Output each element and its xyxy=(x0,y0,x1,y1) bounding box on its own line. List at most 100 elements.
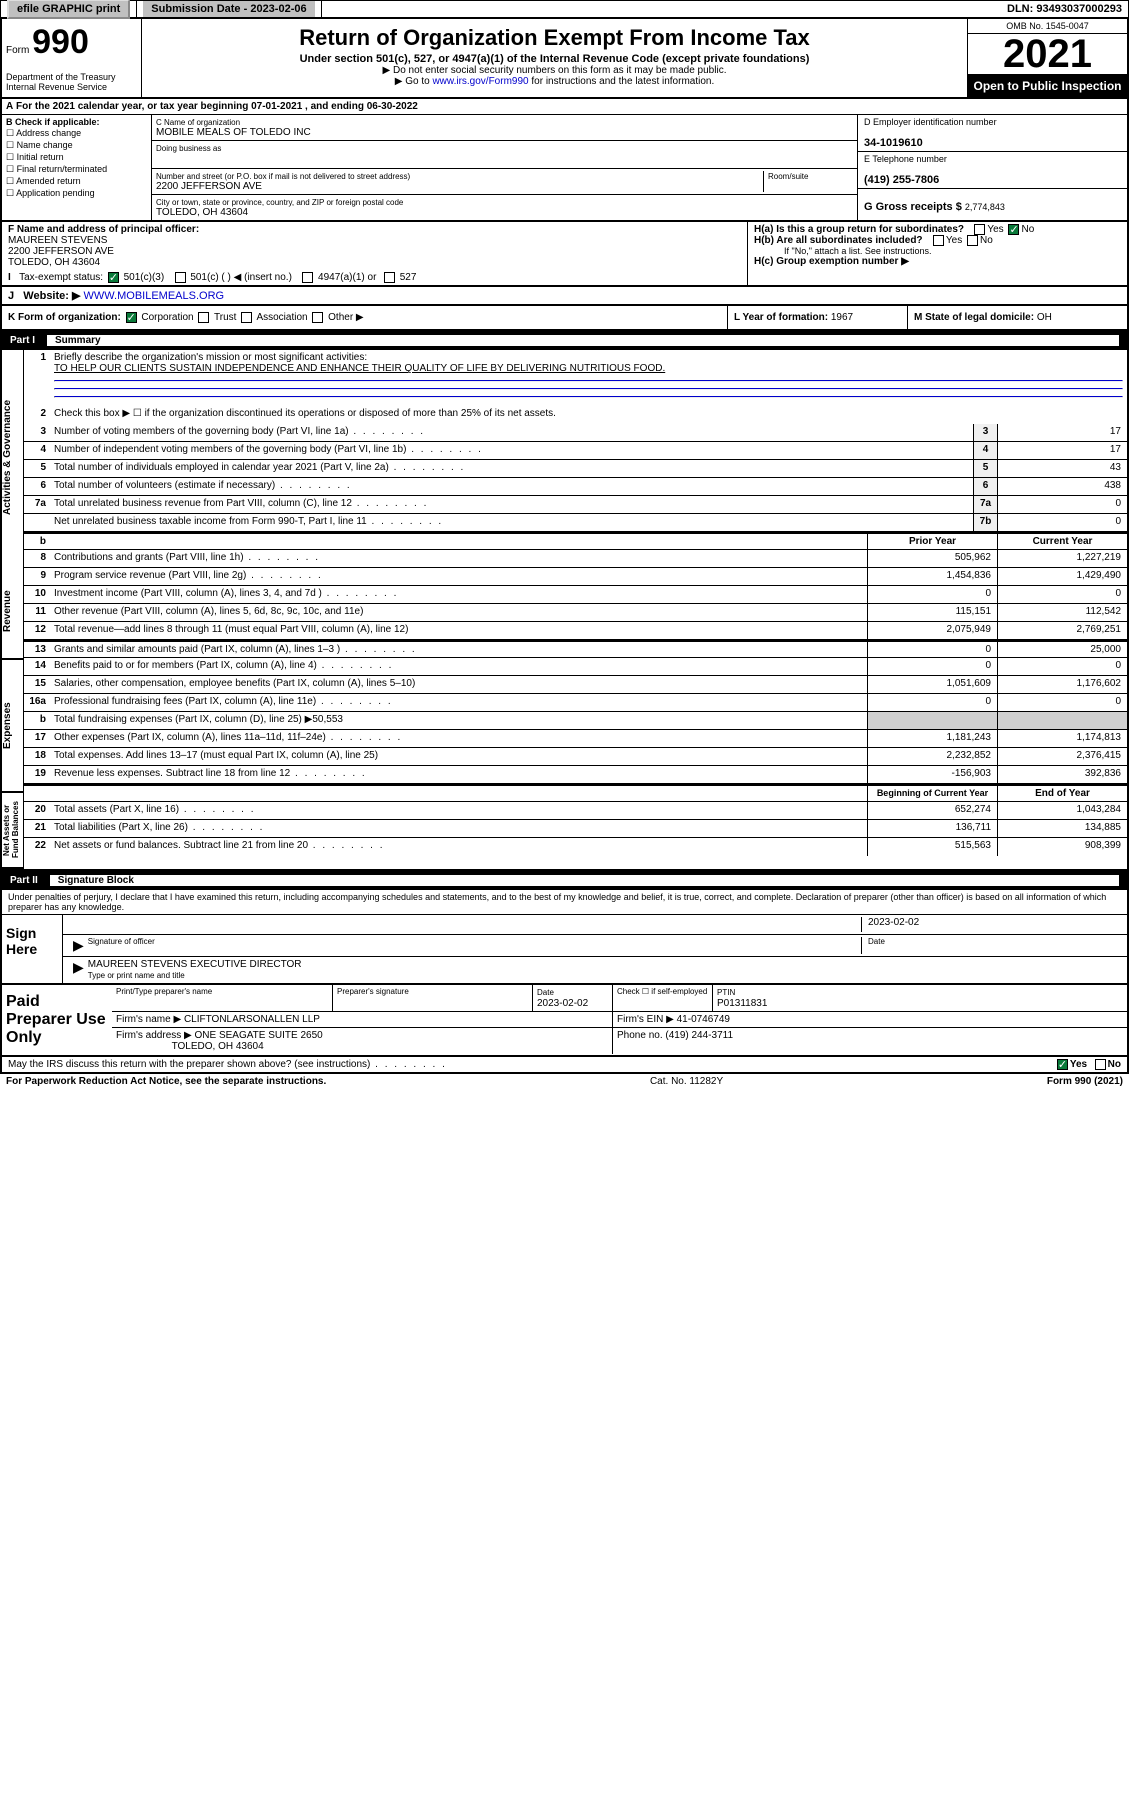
cb-address-change[interactable]: ☐ Address change xyxy=(6,128,147,139)
signature-block: Under penalties of perjury, I declare th… xyxy=(0,890,1129,985)
cb-final-return[interactable]: ☐ Final return/terminated xyxy=(6,164,147,175)
cat-no: Cat. No. 11282Y xyxy=(650,1076,723,1087)
prior-16a: 0 xyxy=(867,694,997,711)
ssn-warning: ▶ Do not enter social security numbers o… xyxy=(150,65,959,76)
prior-9: 1,454,836 xyxy=(867,568,997,585)
irs-link[interactable]: www.irs.gov/Form990 xyxy=(432,76,528,87)
val-6: 438 xyxy=(997,478,1127,495)
cb-ha-no[interactable] xyxy=(1008,224,1019,235)
cb-501c3[interactable] xyxy=(108,272,119,283)
prior-13: 0 xyxy=(867,642,997,657)
form-prefix: Form xyxy=(6,45,29,56)
line-a-tax-year: A For the 2021 calendar year, or tax yea… xyxy=(0,99,1129,115)
curr-19: 392,836 xyxy=(997,766,1127,783)
prior-15: 1,051,609 xyxy=(867,676,997,693)
cb-assoc[interactable] xyxy=(241,312,252,323)
cb-corp[interactable] xyxy=(126,312,137,323)
beg-20: 652,274 xyxy=(867,802,997,819)
vtab-revenue: Revenue xyxy=(2,565,24,660)
goto-line: ▶ Go to www.irs.gov/Form990 for instruct… xyxy=(150,76,959,87)
arrow-icon: ▶ xyxy=(69,959,88,981)
dln: DLN: 93493037000293 xyxy=(1001,1,1128,17)
cb-self-employed[interactable]: Check ☐ if self-employed xyxy=(612,985,712,1011)
open-to-public: Open to Public Inspection xyxy=(968,75,1127,97)
box-ha: H(a) Is this a group return for subordin… xyxy=(754,224,1121,235)
section-b-to-g: B Check if applicable: ☐ Address change … xyxy=(0,115,1129,222)
val-3: 17 xyxy=(997,424,1127,441)
curr-8: 1,227,219 xyxy=(997,550,1127,567)
cb-hb-yes[interactable] xyxy=(933,235,944,246)
vtab-net-assets: Net Assets or Fund Balances xyxy=(2,793,24,869)
cb-other[interactable] xyxy=(312,312,323,323)
vtab-expenses: Expenses xyxy=(2,660,24,793)
firm-name: CLIFTONLARSONALLEN LLP xyxy=(184,1014,320,1025)
firm-phone: (419) 244-3711 xyxy=(665,1030,733,1041)
cb-hb-no[interactable] xyxy=(967,235,978,246)
perjury-declaration: Under penalties of perjury, I declare th… xyxy=(2,890,1127,914)
city-state-zip: TOLEDO, OH 43604 xyxy=(156,207,248,218)
section-f-h: F Name and address of principal officer:… xyxy=(0,222,1129,287)
paid-preparer-block: Paid Preparer Use Only Print/Type prepar… xyxy=(0,985,1129,1057)
curr-12: 2,769,251 xyxy=(997,622,1127,639)
cb-amended[interactable]: ☐ Amended return xyxy=(6,176,147,187)
street-address: 2200 JEFFERSON AVE xyxy=(156,181,262,192)
cb-initial-return[interactable]: ☐ Initial return xyxy=(6,152,147,163)
val-4: 17 xyxy=(997,442,1127,459)
beg-21: 136,711 xyxy=(867,820,997,837)
box-d-e-g: D Employer identification number34-10196… xyxy=(857,115,1127,220)
end-20: 1,043,284 xyxy=(997,802,1127,819)
curr-17: 1,174,813 xyxy=(997,730,1127,747)
val-7a: 0 xyxy=(997,496,1127,513)
curr-16a: 0 xyxy=(997,694,1127,711)
cb-name-change[interactable]: ☐ Name change xyxy=(6,140,147,151)
cb-discuss-no[interactable] xyxy=(1095,1059,1106,1070)
end-21: 134,885 xyxy=(997,820,1127,837)
prior-8: 505,962 xyxy=(867,550,997,567)
vtab-governance: Activities & Governance xyxy=(2,350,24,565)
form-rev: Form 990 (2021) xyxy=(1047,1076,1123,1087)
spacer xyxy=(322,7,1001,11)
cb-501c[interactable] xyxy=(175,272,186,283)
form-header: Form 990 Department of the Treasury Inte… xyxy=(0,18,1129,99)
part-i-header: Part ISummary xyxy=(0,331,1129,350)
cb-4947[interactable] xyxy=(302,272,313,283)
cb-trust[interactable] xyxy=(198,312,209,323)
prior-12: 2,075,949 xyxy=(867,622,997,639)
beg-22: 515,563 xyxy=(867,838,997,856)
box-hc: H(c) Group exemption number ▶ xyxy=(754,256,1121,267)
curr-18: 2,376,415 xyxy=(997,748,1127,765)
curr-14: 0 xyxy=(997,658,1127,675)
firm-address: ONE SEAGATE SUITE 2650 xyxy=(195,1030,323,1041)
paid-preparer-label: Paid Preparer Use Only xyxy=(2,985,112,1055)
discuss-row: May the IRS discuss this return with the… xyxy=(0,1057,1129,1074)
curr-15: 1,176,602 xyxy=(997,676,1127,693)
officer-name-title: MAUREEN STEVENS EXECUTIVE DIRECTOR xyxy=(88,959,302,970)
efile-button[interactable]: efile GRAPHIC print xyxy=(1,1,137,17)
end-22: 908,399 xyxy=(997,838,1127,856)
sig-date: 2023-02-02 xyxy=(861,917,1121,932)
ein: 34-1019610 xyxy=(864,137,923,149)
cb-527[interactable] xyxy=(384,272,395,283)
telephone: (419) 255-7806 xyxy=(864,174,939,186)
cb-ha-yes[interactable] xyxy=(974,224,985,235)
submission-date: Submission Date - 2023-02-06 xyxy=(137,1,321,17)
form-subtitle: Under section 501(c), 527, or 4947(a)(1)… xyxy=(150,53,959,65)
curr-13: 25,000 xyxy=(997,642,1127,657)
top-bar: efile GRAPHIC print Submission Date - 20… xyxy=(0,0,1129,18)
box-f: F Name and address of principal officer:… xyxy=(8,224,741,268)
tax-year: 2021 xyxy=(968,34,1127,75)
state-domicile: OH xyxy=(1037,312,1052,323)
curr-11: 112,542 xyxy=(997,604,1127,621)
website-link[interactable]: WWW.MOBILEMEALS.ORG xyxy=(84,290,225,302)
form-number: 990 xyxy=(32,23,89,61)
dept-treasury: Department of the Treasury Internal Reve… xyxy=(6,72,137,92)
year-formation: 1967 xyxy=(831,312,853,323)
box-c: C Name of organizationMOBILE MEALS OF TO… xyxy=(152,115,857,220)
cb-discuss-yes[interactable] xyxy=(1057,1059,1068,1070)
ptin: P01311831 xyxy=(717,998,767,1009)
part-ii-header: Part IISignature Block xyxy=(0,871,1129,890)
cb-application-pending[interactable]: ☐ Application pending xyxy=(6,188,147,199)
box-b: B Check if applicable: ☐ Address change … xyxy=(2,115,152,220)
mission-text: TO HELP OUR CLIENTS SUSTAIN INDEPENDENCE… xyxy=(54,363,665,374)
prior-14: 0 xyxy=(867,658,997,675)
